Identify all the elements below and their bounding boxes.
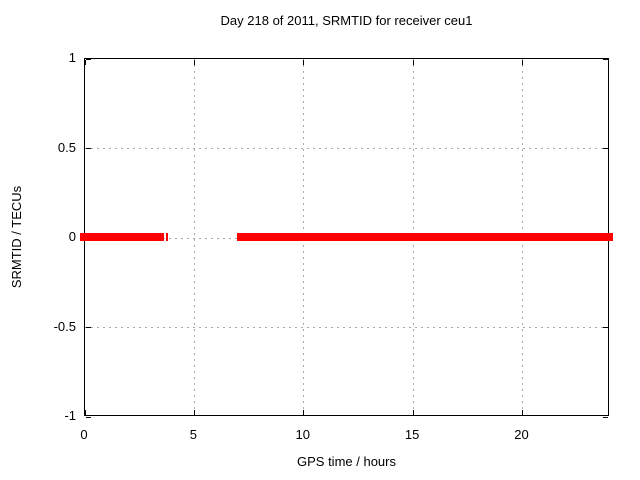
x-tick-label-0: 0 <box>80 427 88 442</box>
x-tick-top-5 <box>193 60 195 65</box>
x-tick-label-10: 10 <box>295 427 310 442</box>
chart-title: Day 218 of 2011, SRMTID for receiver ceu… <box>220 13 473 28</box>
y-tick-label-1: 1 <box>68 50 76 65</box>
x-tick-bottom-0 <box>84 410 86 415</box>
series-SRMTID-segment-0 <box>80 233 165 241</box>
y-tick-label--1: -1 <box>64 408 76 423</box>
y-tick-left-0.5 <box>86 148 91 149</box>
gridline-y-0.5 <box>85 148 608 149</box>
y-tick-left-1 <box>86 58 91 60</box>
x-tick-bottom-15 <box>412 410 414 415</box>
y-tick-right-1 <box>603 58 608 60</box>
y-tick-label-0: 0 <box>68 229 76 244</box>
x-tick-bottom-20 <box>522 410 523 415</box>
x-tick-bottom-10 <box>303 410 305 415</box>
x-tick-top-10 <box>303 60 305 65</box>
y-tick-left--1 <box>86 416 91 418</box>
x-axis-label: GPS time / hours <box>297 454 396 469</box>
x-tick-top-15 <box>412 60 414 65</box>
x-tick-label-5: 5 <box>189 427 197 442</box>
y-tick-right-0.5 <box>603 148 608 149</box>
x-tick-top-0 <box>84 60 86 65</box>
y-tick-label-0.5: 0.5 <box>57 139 76 155</box>
x-tick-label-15: 15 <box>404 427 420 442</box>
x-tick-label-20: 20 <box>514 427 529 442</box>
y-tick-right--0.5 <box>603 327 608 328</box>
series-SRMTID-segment-2 <box>237 233 613 241</box>
series-SRMTID-segment-1 <box>165 233 168 241</box>
x-tick-bottom-5 <box>193 410 195 415</box>
gridline-y--0.5 <box>85 327 608 328</box>
y-tick-label--0.5: -0.5 <box>53 318 76 334</box>
gridline-x-5 <box>193 59 195 415</box>
y-tick-left--0.5 <box>86 327 91 328</box>
y-tick-right--1 <box>603 416 608 418</box>
x-tick-top-20 <box>522 60 523 65</box>
